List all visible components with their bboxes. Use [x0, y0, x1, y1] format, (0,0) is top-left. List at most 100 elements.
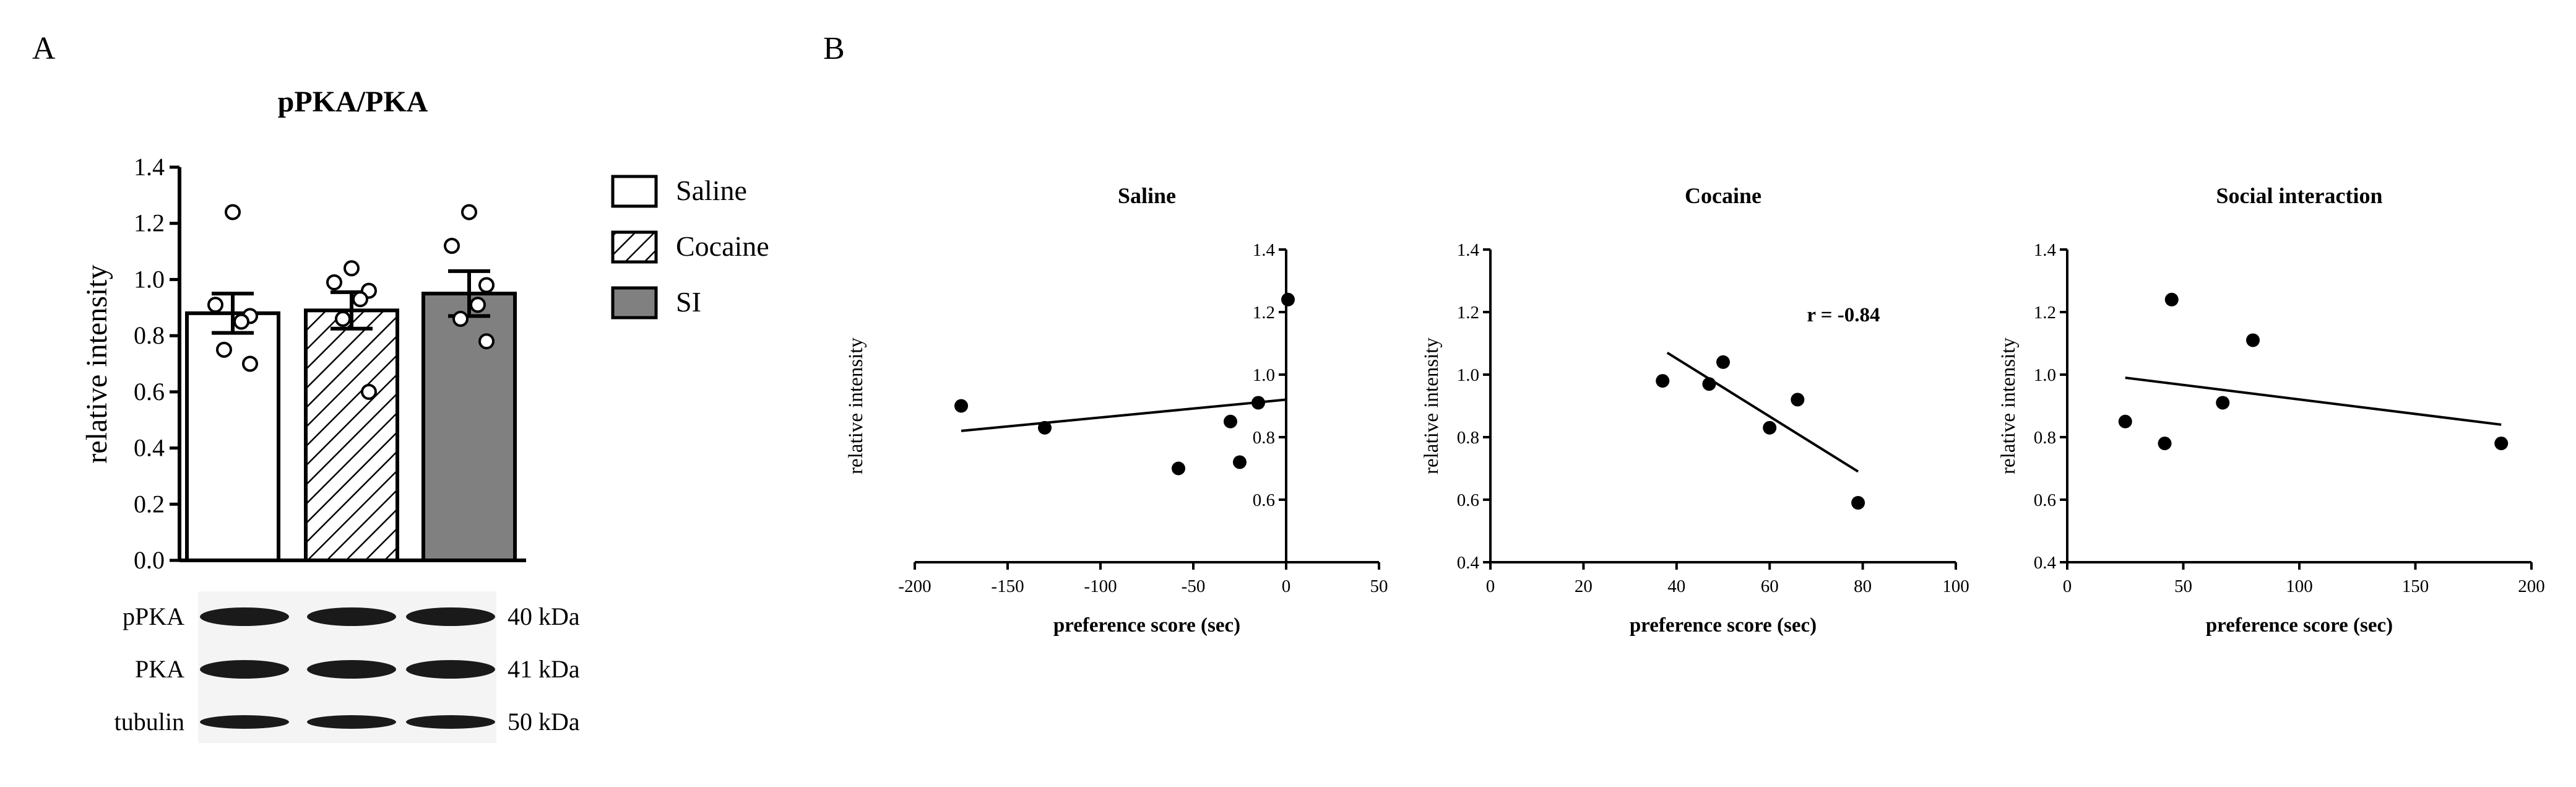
data-point: [2216, 396, 2230, 410]
y-tick-label: 0.8: [2034, 428, 2056, 448]
data-point: [1702, 377, 1716, 391]
y-tick-label: 0.4: [134, 434, 165, 462]
y-tick-label: 1.2: [2034, 303, 2056, 323]
data-point: [225, 204, 241, 220]
y-tick-label: 0.8: [134, 321, 165, 349]
x-tick-label: 60: [1761, 576, 1779, 596]
y-tick-label: 1.0: [2034, 365, 2056, 385]
blot-band: [406, 715, 495, 729]
data-point: [352, 291, 368, 308]
data-point: [478, 333, 495, 350]
data-point: [326, 274, 342, 290]
x-tick-label: 50: [1370, 576, 1388, 596]
data-point: [2164, 292, 2179, 307]
blot-size-label: 40 kDa: [508, 602, 580, 630]
blot-band: [307, 607, 396, 626]
blot-band: [200, 715, 289, 729]
scatter-cocaine-panel: Cocaine 0 20 40 60 80 100 0.4 0.6 0.8 1.0 1.2 1.4 pre…: [1420, 183, 1969, 637]
data-point: [1172, 461, 1185, 476]
y-tick-label: 1.4: [2034, 240, 2057, 260]
x-tick-label: 200: [2518, 576, 2545, 596]
y-tick-label: 1.2: [134, 209, 165, 237]
data-point: [444, 238, 460, 254]
x-axis-label: preference score (sec): [1053, 614, 1240, 637]
x-tick-label: 80: [1854, 576, 1872, 596]
legend-label: Saline: [676, 175, 747, 206]
correlation-annotation: r = -0.84: [1807, 304, 1880, 326]
y-tick-label: 0.8: [1457, 428, 1479, 448]
regression-line: [1666, 351, 1859, 473]
chart-title: pPKA/PKA: [278, 85, 428, 118]
y-tick-label: 1.0: [134, 265, 165, 293]
x-tick-label: 0: [1282, 576, 1291, 596]
y-tick-label: 0.6: [134, 378, 165, 406]
y-tick-label: 1.0: [1457, 365, 1479, 385]
data-point: [1763, 420, 1777, 435]
blot-protein-label: pPKA: [123, 602, 184, 630]
data-point: [335, 310, 351, 327]
x-tick-label: 50: [2174, 576, 2192, 596]
x-tick-label: -150: [991, 576, 1024, 596]
y-axis-label: relative intensity: [845, 337, 867, 474]
y-axis-label: relative intensity: [1997, 337, 2020, 474]
y-tick-label: 1.2: [1253, 303, 1275, 323]
data-point: [242, 355, 258, 372]
blot-protein-label: tubulin: [115, 708, 184, 736]
western-blot: pPKA 40 kDa PKA 41 kDa tubulin 50 kDa: [115, 591, 580, 743]
legend-label: SI: [676, 286, 701, 318]
data-point: [1716, 355, 1730, 369]
data-point: [361, 383, 377, 400]
y-tick-label: 0.6: [1253, 490, 1275, 510]
y-tick-label: 0.4: [1457, 553, 1480, 573]
scatter-social-panel: Social interaction 0 50 100 150 200 0.4 0.6 0.8 1…: [1997, 183, 2545, 637]
blot-band: [307, 660, 396, 679]
x-tick-label: -100: [1084, 576, 1117, 596]
blot-band: [406, 607, 495, 626]
data-point: [344, 260, 360, 277]
panel-label-a: A: [32, 31, 56, 66]
bar-chart-panel: pPKA/PKA relative intensity 0.0 0.2 0.4 0.6 0.…: [80, 85, 526, 574]
x-tick-label: -50: [1182, 576, 1206, 596]
regression-line: [2125, 376, 2502, 426]
legend-swatch-cocaine: [611, 230, 658, 264]
regression-line: [961, 398, 1287, 432]
data-point: [954, 399, 968, 413]
data-point: [2158, 437, 2172, 451]
bar-si: [421, 292, 517, 562]
data-point: [233, 313, 249, 330]
blot-band: [200, 660, 289, 679]
y-tick-label: 1.4: [1253, 240, 1276, 260]
y-tick-label: 1.4: [1457, 240, 1480, 260]
x-tick-label: 150: [2402, 576, 2429, 596]
y-tick-label: 0.4: [2034, 553, 2057, 573]
data-point: [1791, 393, 1805, 407]
data-point: [1233, 455, 1247, 469]
blot-band: [200, 607, 289, 626]
scatter-title: Social interaction: [2216, 183, 2383, 208]
y-tick-label: 1.2: [1457, 303, 1479, 323]
y-tick-label: 0.8: [1253, 428, 1275, 448]
data-point: [216, 341, 232, 358]
scatter-title: Cocaine: [1685, 183, 1761, 208]
data-point: [1851, 496, 1865, 510]
blot-band: [406, 660, 495, 679]
blot-size-label: 41 kDa: [508, 655, 580, 683]
x-tick-label: 0: [2063, 576, 2072, 596]
x-tick-label: 40: [1667, 576, 1685, 596]
bar-cocaine: [304, 308, 399, 562]
data-point: [207, 297, 223, 313]
data-point: [1656, 374, 1670, 388]
y-axis-label: relative intensity: [1420, 337, 1443, 474]
data-point: [1251, 396, 1265, 410]
data-point: [2118, 414, 2132, 428]
legend-swatch-saline: [611, 175, 658, 208]
scatter-saline-panel: Saline -200 -150 -100 -50 0 50 0.6 0.8 1.0 1.2 1.4 p…: [845, 183, 1388, 637]
data-point: [470, 297, 486, 313]
y-tick-label: 1.4: [134, 153, 165, 181]
data-point: [452, 310, 469, 327]
x-tick-label: 100: [1942, 576, 1969, 596]
blot-size-label: 50 kDa: [508, 708, 580, 736]
y-tick-label: 0.2: [134, 490, 165, 518]
data-point: [1038, 420, 1052, 435]
